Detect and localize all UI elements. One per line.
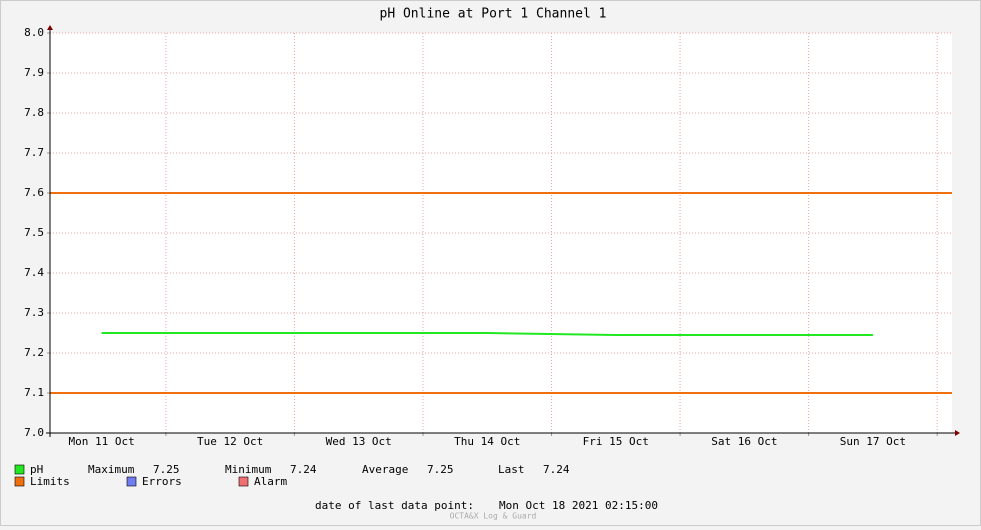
line: [101, 332, 873, 336]
legend-swatch: [14, 464, 25, 475]
x-tick-label: Sat 16 Oct: [711, 435, 777, 448]
legend-label: pH: [30, 463, 43, 476]
y-tick-label: 7.5: [24, 226, 44, 239]
x-tick-label: Fri 15 Oct: [583, 435, 649, 448]
stat-label: Average: [362, 463, 408, 476]
y-tick-label: 8.0: [24, 26, 44, 39]
y-tick-label: 7.7: [24, 146, 44, 159]
y-tick-label: 7.8: [24, 106, 44, 119]
y-tick-label: 7.1: [24, 386, 44, 399]
x-tick-label: Sun 17 Oct: [840, 435, 906, 448]
legend-swatch: [126, 476, 137, 487]
y-tick-label: 7.9: [24, 66, 44, 79]
last-point: Mon Oct 18 2021 02:15:00: [499, 499, 658, 512]
legend-swatch: [238, 476, 249, 487]
x-arrow: [955, 430, 960, 436]
x-tick-label: Wed 13 Oct: [326, 435, 392, 448]
legend-label: Limits: [30, 475, 70, 488]
stat-value: 7.25: [153, 463, 180, 476]
stat-label: Last: [498, 463, 525, 476]
stat-value: 7.24: [543, 463, 570, 476]
stat-value: 7.24: [290, 463, 317, 476]
stat-label: Maximum: [88, 463, 135, 476]
x-tick-label: Thu 14 Oct: [454, 435, 520, 448]
y-arrow: [47, 25, 53, 30]
y-tick-label: 7.4: [24, 266, 44, 279]
footer: OCTA&X Log & Guard: [450, 512, 537, 521]
legend-swatch: [14, 476, 25, 487]
y-tick-label: 7.6: [24, 186, 44, 199]
y-tick-label: 7.3: [24, 306, 44, 319]
x-tick-label: Mon 11 Oct: [68, 435, 134, 448]
stat-value: 7.25: [427, 463, 454, 476]
stat-label: Minimum: [225, 463, 272, 476]
chart-title: pH Online at Port 1 Channel 1: [380, 7, 607, 22]
x-tick-label: Tue 12 Oct: [197, 435, 263, 448]
last-point-label: date of last data point:: [315, 499, 474, 512]
y-tick-label: 7.0: [24, 426, 44, 439]
legend-label: Alarm: [254, 475, 287, 488]
y-tick-label: 7.2: [24, 346, 44, 359]
legend-label: Errors: [142, 475, 182, 488]
